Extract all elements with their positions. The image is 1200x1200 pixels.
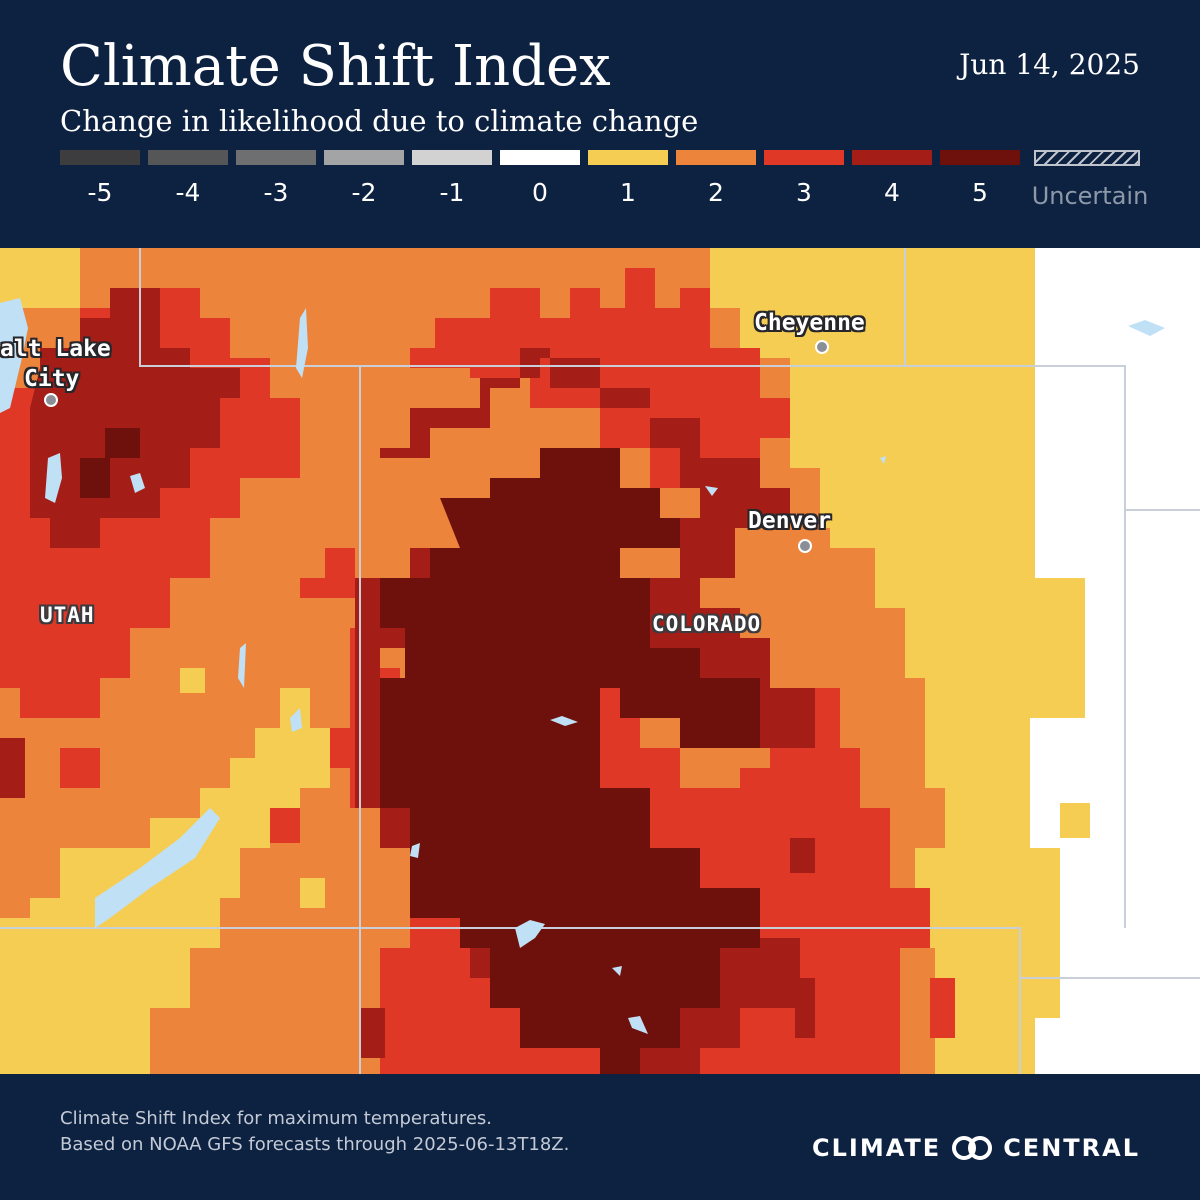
csi-level-5-zone <box>80 428 760 1074</box>
legend-label-uncertain: Uncertain <box>1031 182 1149 210</box>
legend-swatch-4 <box>852 150 932 165</box>
footer-note-line1: Climate Shift Index for maximum temperat… <box>60 1108 493 1129</box>
legend-label-minus-1: -1 <box>439 178 465 207</box>
page-title: Climate Shift Index <box>60 34 611 99</box>
color-legend: -5 -4 -3 -2 -1 0 1 2 3 4 5 Uncertain <box>60 150 1148 220</box>
water-bodies <box>0 298 1165 1034</box>
legend-swatch-1 <box>588 150 668 165</box>
legend-label-5: 5 <box>972 178 988 207</box>
legend-swatch-minus-3 <box>236 150 316 165</box>
legend-label-minus-2: -2 <box>351 178 377 207</box>
legend-swatch-0 <box>500 150 580 165</box>
city-label-cheyenne: Cheyenne <box>754 310 865 336</box>
brand-logo[interactable]: CLIMATE CENTRAL <box>812 1134 1140 1162</box>
legend-swatch-minus-5 <box>60 150 140 165</box>
city-dot-denver <box>798 539 812 553</box>
legend-swatch-5 <box>940 150 1020 165</box>
date-label: Jun 14, 2025 <box>959 48 1140 81</box>
state-borders <box>0 248 1200 1074</box>
legend-label-2: 2 <box>708 178 724 207</box>
legend-label-minus-3: -3 <box>263 178 289 207</box>
map-view[interactable]: Cheyenne Denver alt Lake City UTAH COLOR… <box>0 248 1200 1074</box>
state-label-utah: UTAH <box>40 603 95 627</box>
legend-label-1: 1 <box>620 178 636 207</box>
map-canvas <box>0 248 1200 1074</box>
legend-label-0: 0 <box>532 178 548 207</box>
csi-level-1-zone <box>0 248 1090 1074</box>
legend-swatch-minus-2 <box>324 150 404 165</box>
legend-label-minus-4: -4 <box>175 178 201 207</box>
city-dot-salt-lake-city <box>44 393 58 407</box>
city-dot-cheyenne <box>815 340 829 354</box>
legend-label-4: 4 <box>884 178 900 207</box>
city-label-denver: Denver <box>748 508 832 534</box>
legend-swatch-minus-4 <box>148 150 228 165</box>
legend-swatch-2 <box>676 150 756 165</box>
legend-swatch-uncertain <box>1034 150 1140 166</box>
brand-text-left: CLIMATE <box>811 1134 942 1162</box>
city-label-salt-lake-city-line1: alt Lake <box>0 336 111 362</box>
interlocking-rings-logo-icon <box>952 1136 993 1160</box>
legend-label-minus-5: -5 <box>87 178 113 207</box>
brand-text-right: CENTRAL <box>1003 1134 1140 1162</box>
city-label-salt-lake-city-line2: City <box>24 366 80 392</box>
footer-note-line2: Based on NOAA GFS forecasts through 2025… <box>60 1134 570 1155</box>
legend-swatch-3 <box>764 150 844 165</box>
legend-label-3: 3 <box>796 178 812 207</box>
page-subtitle: Change in likelihood due to climate chan… <box>60 104 699 138</box>
state-label-colorado: COLORADO <box>652 612 762 636</box>
legend-swatch-minus-1 <box>412 150 492 165</box>
